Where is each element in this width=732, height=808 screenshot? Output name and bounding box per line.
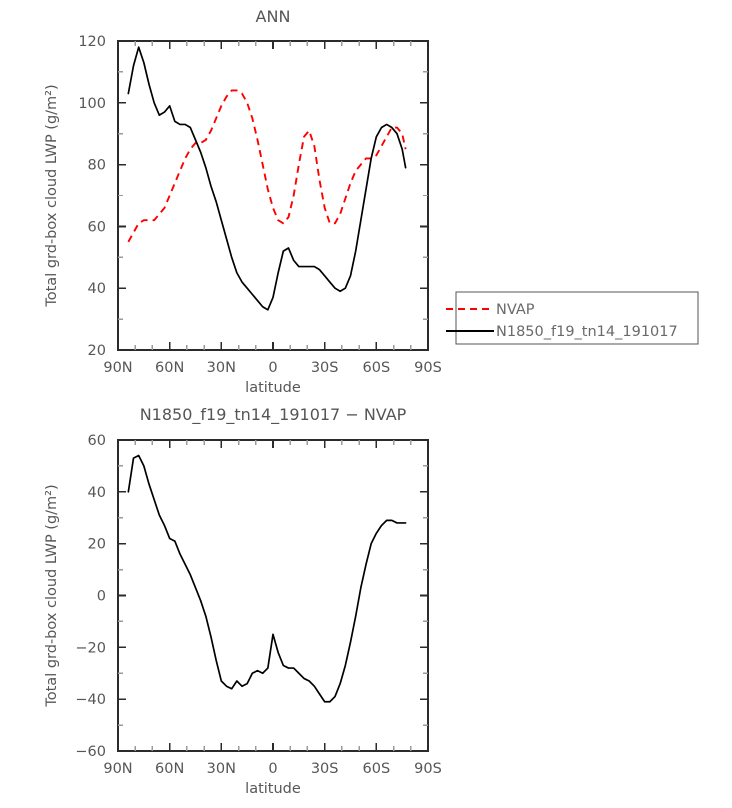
plot-frame	[117, 40, 429, 351]
x-tick-label: 0	[268, 360, 277, 376]
x-tick-label: 60N	[155, 761, 184, 777]
x-tick-label: 60S	[363, 360, 391, 376]
x-tick-label: 90N	[103, 360, 132, 376]
y-tick-label: 80	[88, 158, 106, 174]
y-tick-label: −20	[75, 640, 106, 656]
y-axis-label: Total grd-box cloud LWP (g/m²)	[44, 484, 60, 707]
legend: NVAP N1850_f19_tn14_191017	[446, 291, 699, 345]
y-tick-label: 60	[88, 219, 106, 235]
x-tick-label: 90S	[414, 761, 442, 777]
x-tick-label: 60N	[155, 360, 184, 376]
plot-title: ANN	[256, 7, 291, 26]
x-tick-label: 90S	[414, 360, 442, 376]
y-axis-label: Total grd-box cloud LWP (g/m²)	[44, 84, 60, 307]
legend-label: NVAP	[496, 302, 535, 318]
y-tick-label: 100	[78, 96, 106, 112]
x-tick-label: 90N	[103, 761, 132, 777]
x-tick-label: 30S	[311, 360, 339, 376]
y-tick-label: 40	[88, 485, 106, 501]
x-axis-label: latitude	[245, 781, 301, 797]
series-n1850-f19-tn14-191017-nvap	[127, 454, 407, 703]
series-nvap	[127, 89, 407, 243]
plot-title: N1850_f19_tn14_191017 − NVAP	[140, 405, 407, 425]
series-n1850-f19-tn14-191017	[127, 46, 407, 311]
y-tick-label: −60	[75, 744, 106, 760]
x-tick-label: 0	[268, 761, 277, 777]
y-tick-label: 40	[88, 281, 106, 297]
y-tick-label: 60	[88, 433, 106, 449]
y-tick-label: 0	[97, 589, 106, 605]
y-tick-label: 120	[78, 34, 106, 50]
panel-bottom: 90N 60N 30N 0 30S 60S 90S −60 −40 −20 0 20 40 60 N1850…	[44, 405, 442, 797]
y-tick-label: 20	[88, 343, 106, 359]
panel-top: 90N 60N 30N 0 30S 60S 90S 20 40 60 80 100 120 ANN lati…	[44, 7, 442, 396]
x-tick-label: 30N	[207, 761, 236, 777]
x-tick-label: 60S	[363, 761, 391, 777]
x-tick-label: 30S	[311, 761, 339, 777]
x-axis-label: latitude	[245, 380, 301, 396]
y-tick-label: 20	[88, 537, 106, 553]
plot-frame	[117, 439, 429, 752]
x-tick-label: 30N	[207, 360, 236, 376]
y-tick-label: −40	[75, 692, 106, 708]
legend-box	[455, 291, 699, 345]
legend-label: N1850_f19_tn14_191017	[496, 324, 678, 340]
